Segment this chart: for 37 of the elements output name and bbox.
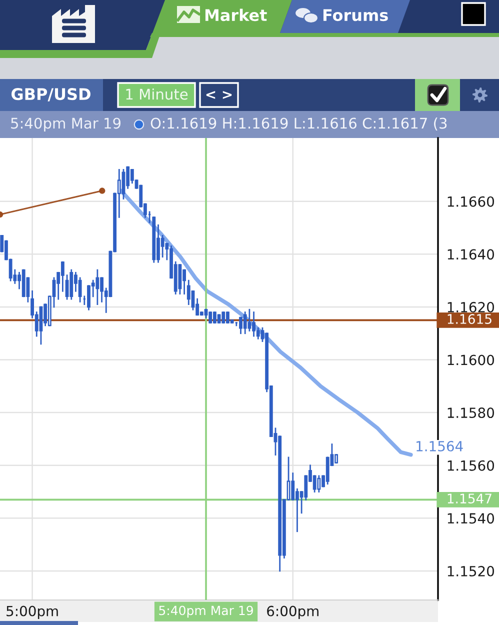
text: Forums (323, 9, 388, 22)
y-tick-label: 1.1620 (448, 302, 494, 312)
candlestick (78, 277, 82, 302)
chart-title: GBP/USD (12, 88, 90, 102)
y-tick-label: 1.1540 (448, 513, 494, 524)
y-tick-label: 1.1600 (448, 354, 494, 366)
text: Market (205, 8, 267, 22)
ref-line-label: 1.1547 (448, 494, 492, 504)
y-tick-label: 1.1520 (448, 566, 494, 576)
y-tick-label: 1.1640 (448, 249, 494, 260)
candlestick (243, 312, 247, 334)
x-tick-label: 5:00pm (6, 606, 58, 619)
candlestick (248, 308, 252, 332)
y-tick-label: 1.1560 (448, 460, 494, 471)
candlestick (208, 312, 212, 324)
data-label: 1.1564 (416, 440, 463, 452)
y-tick-label: 1.1580 (448, 408, 494, 418)
candlestick (96, 269, 100, 306)
y-tick-label: 1.1660 (448, 196, 494, 207)
ref-line-label: 5:40pm Mar 19 (159, 606, 253, 618)
text: 1 Minute (126, 88, 188, 100)
text: < > (206, 91, 232, 99)
candlestick (160, 234, 164, 258)
candlestick (212, 312, 216, 324)
text: O:1.1619 H:1.1619 L:1.1616 C:1.1617 (3 (150, 117, 447, 130)
candlestick (222, 312, 226, 324)
candlestick (70, 269, 74, 300)
candlestick (291, 472, 295, 500)
candlestick (326, 456, 330, 485)
candlestick (178, 264, 182, 294)
ref-line-label: 1.1615 (448, 314, 492, 324)
candlestick (122, 168, 126, 200)
x-tick-label: 6:00pm (267, 606, 318, 619)
candlestick (60, 261, 64, 292)
chart-subtitle: 5:40pm Mar 19 (11, 118, 121, 132)
candlestick (317, 475, 321, 492)
candlestick (186, 280, 190, 306)
